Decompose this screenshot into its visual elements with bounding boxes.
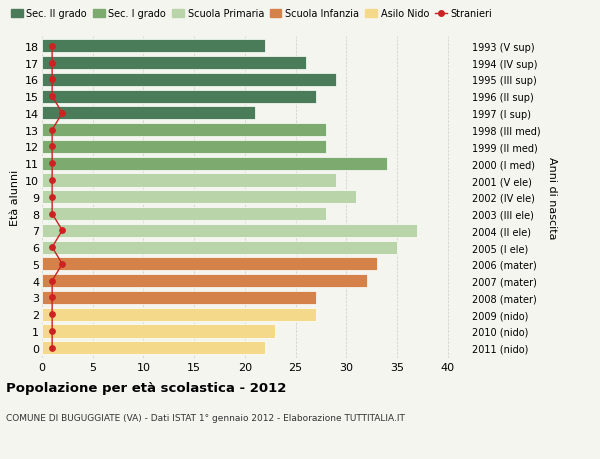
Bar	[42, 40, 265, 53]
Point	[47, 177, 57, 185]
Point	[47, 328, 57, 335]
Bar	[42, 140, 326, 154]
Y-axis label: Età alunni: Età alunni	[10, 169, 20, 225]
Bar	[42, 224, 417, 237]
Point	[47, 311, 57, 318]
Text: Popolazione per età scolastica - 2012: Popolazione per età scolastica - 2012	[6, 381, 286, 394]
Bar	[42, 191, 356, 204]
Point	[47, 43, 57, 50]
Y-axis label: Anni di nascita: Anni di nascita	[547, 156, 557, 239]
Point	[47, 244, 57, 251]
Bar	[42, 308, 316, 321]
Point	[47, 210, 57, 218]
Bar	[42, 325, 275, 338]
Bar	[42, 241, 397, 254]
Bar	[42, 157, 387, 170]
Bar	[42, 258, 377, 271]
Point	[47, 93, 57, 101]
Point	[47, 60, 57, 67]
Bar	[42, 341, 265, 354]
Point	[47, 160, 57, 168]
Point	[47, 77, 57, 84]
Bar	[42, 274, 367, 288]
Point	[47, 344, 57, 352]
Bar	[42, 291, 316, 304]
Bar	[42, 207, 326, 221]
Point	[47, 127, 57, 134]
Bar	[42, 107, 255, 120]
Bar	[42, 174, 336, 187]
Bar	[42, 57, 306, 70]
Point	[58, 261, 67, 268]
Point	[58, 227, 67, 235]
Bar	[42, 74, 336, 87]
Point	[47, 294, 57, 302]
Point	[47, 277, 57, 285]
Legend: Sec. II grado, Sec. I grado, Scuola Primaria, Scuola Infanzia, Asilo Nido, Stran: Sec. II grado, Sec. I grado, Scuola Prim…	[11, 10, 492, 19]
Point	[47, 194, 57, 201]
Point	[47, 144, 57, 151]
Bar	[42, 124, 326, 137]
Point	[58, 110, 67, 118]
Text: COMUNE DI BUGUGGIATE (VA) - Dati ISTAT 1° gennaio 2012 - Elaborazione TUTTITALIA: COMUNE DI BUGUGGIATE (VA) - Dati ISTAT 1…	[6, 413, 405, 422]
Bar	[42, 90, 316, 103]
